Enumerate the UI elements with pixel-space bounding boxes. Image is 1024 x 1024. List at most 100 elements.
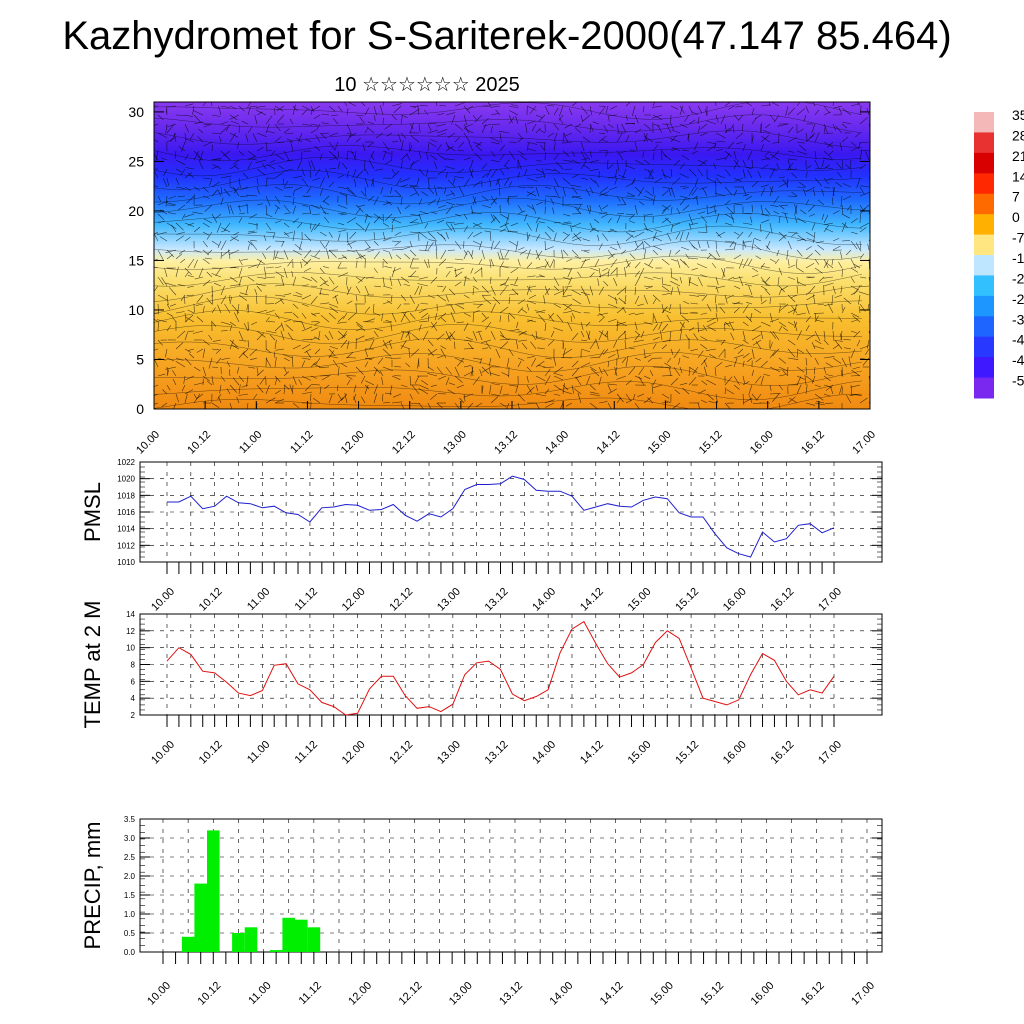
wind-barb bbox=[690, 302, 699, 305]
wind-barb bbox=[364, 186, 367, 198]
wind-barb bbox=[246, 402, 249, 409]
wind-barb bbox=[485, 321, 492, 330]
x-tick-label: 14.12 bbox=[598, 980, 626, 1008]
wind-barb bbox=[163, 168, 168, 177]
wind-barb bbox=[175, 222, 184, 231]
wind-barb bbox=[229, 339, 234, 350]
wind-barb bbox=[497, 251, 501, 260]
wind-barb bbox=[274, 172, 284, 179]
contour-line bbox=[154, 102, 863, 120]
precip-bar bbox=[295, 919, 308, 952]
wind-barb bbox=[337, 186, 348, 190]
wind-barb bbox=[329, 132, 339, 136]
wind-barb bbox=[700, 357, 708, 366]
wind-barb bbox=[607, 318, 617, 323]
wind-barb bbox=[346, 108, 349, 116]
wind-barb bbox=[308, 205, 312, 215]
wind-barb bbox=[742, 258, 749, 269]
wind-barb bbox=[292, 230, 296, 242]
wind-barb bbox=[746, 357, 753, 363]
wind-barb bbox=[763, 373, 771, 377]
wind-barb bbox=[246, 375, 249, 387]
wind-barb bbox=[226, 361, 231, 368]
wind-barb bbox=[760, 321, 771, 327]
wind-barb bbox=[823, 375, 831, 382]
wind-barb bbox=[490, 285, 496, 296]
wind-barb bbox=[310, 255, 321, 260]
wind-barb bbox=[463, 240, 465, 249]
wind-barb bbox=[209, 177, 213, 186]
wind-barb bbox=[751, 369, 754, 377]
wind-barb bbox=[332, 154, 339, 161]
wind-barb bbox=[409, 141, 411, 153]
wind-barb bbox=[193, 259, 198, 269]
wind-barb bbox=[535, 159, 542, 162]
wind-barb bbox=[652, 323, 659, 332]
wind-barb bbox=[724, 168, 731, 177]
wind-barb bbox=[274, 207, 279, 215]
wind-barb bbox=[700, 343, 708, 350]
wind-barb bbox=[373, 393, 378, 404]
wind-barb bbox=[708, 401, 717, 404]
wind-barb bbox=[531, 333, 537, 341]
wind-barb bbox=[442, 285, 447, 292]
x-tick-label: 14.12 bbox=[594, 429, 622, 457]
wind-barb bbox=[823, 214, 829, 224]
wind-barb bbox=[805, 384, 808, 395]
wind-barb bbox=[757, 171, 762, 179]
wind-barb bbox=[717, 231, 726, 237]
wind-barb bbox=[177, 195, 186, 197]
wind-barb bbox=[275, 154, 285, 161]
wind-barb bbox=[320, 314, 330, 323]
wind-barb bbox=[823, 186, 831, 189]
wind-barb bbox=[705, 348, 717, 351]
wind-barb bbox=[805, 325, 810, 332]
wind-barb bbox=[465, 336, 474, 341]
wind-barb bbox=[562, 132, 565, 143]
colorbar-swatch bbox=[974, 357, 994, 379]
wind-barb bbox=[472, 376, 480, 386]
wind-barb bbox=[458, 141, 465, 148]
wind-barb bbox=[787, 159, 791, 170]
wind-barb bbox=[392, 393, 402, 398]
wind-barb bbox=[585, 188, 591, 197]
wind-barb bbox=[832, 186, 835, 197]
wind-barb bbox=[616, 240, 621, 249]
wind-barb bbox=[598, 376, 602, 386]
wind-barb bbox=[716, 174, 726, 179]
colorbar-label: 21 bbox=[1012, 148, 1024, 164]
wind-barb bbox=[418, 285, 423, 296]
wind-barb bbox=[291, 356, 294, 368]
wind-barb bbox=[269, 159, 276, 164]
wind-barb bbox=[558, 114, 564, 121]
wind-barb bbox=[553, 372, 564, 377]
wind-barb bbox=[193, 393, 201, 404]
wind-barb bbox=[809, 285, 816, 293]
wind-barb bbox=[649, 370, 654, 377]
wind-barb bbox=[589, 123, 594, 132]
wind-barb bbox=[301, 294, 312, 300]
wind-barb bbox=[571, 384, 574, 394]
wind-barb bbox=[312, 312, 321, 315]
wind-barb bbox=[634, 242, 643, 251]
y-tick-label: 10 bbox=[126, 644, 135, 653]
wind-barb bbox=[450, 304, 456, 314]
wind-barb bbox=[625, 379, 632, 386]
wind-barb bbox=[328, 348, 336, 357]
wind-barb bbox=[503, 164, 510, 170]
wind-barb bbox=[727, 141, 735, 149]
wind-barb bbox=[855, 242, 861, 251]
wind-barb bbox=[688, 277, 691, 287]
wind-barb bbox=[489, 259, 492, 269]
wind-barb bbox=[778, 384, 784, 391]
wind-barb bbox=[823, 356, 835, 359]
wind-barb bbox=[674, 389, 681, 395]
wind-barb bbox=[428, 122, 438, 125]
wind-barb bbox=[571, 289, 582, 296]
wind-barb bbox=[346, 357, 357, 359]
wind-barb bbox=[384, 392, 393, 395]
wind-barb bbox=[229, 132, 239, 138]
wind-barb bbox=[382, 222, 389, 227]
wind-barb bbox=[679, 185, 687, 188]
wind-barb bbox=[319, 386, 322, 395]
